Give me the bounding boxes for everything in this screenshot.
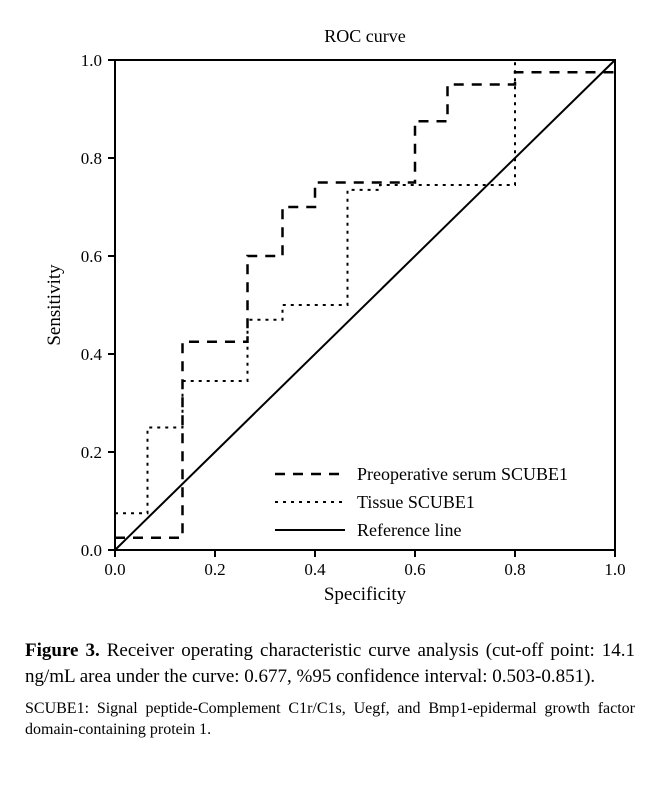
svg-text:0.6: 0.6 [81,247,102,266]
svg-text:0.6: 0.6 [404,560,425,579]
svg-text:Tissue SCUBE1: Tissue SCUBE1 [357,492,475,512]
svg-text:0.4: 0.4 [81,345,103,364]
figure-caption: Figure 3. Receiver operating characteris… [25,638,635,689]
figure-caption-text: Receiver operating characteristic curve … [25,640,635,687]
roc-chart: ROC curve 0.0 0.2 0.4 0.6 0.8 1.0 0.0 0.2 0.4 0.6 0… [25,20,635,620]
figure-footnote: SCUBE1: Signal peptide-Complement C1r/C1… [25,699,635,741]
figure-page: ROC curve 0.0 0.2 0.4 0.6 0.8 1.0 0.0 0.2 0.4 0.6 0… [0,0,660,811]
svg-text:0.0: 0.0 [104,560,125,579]
roc-chart-svg: ROC curve 0.0 0.2 0.4 0.6 0.8 1.0 0.0 0.2 0.4 0.6 0… [25,20,635,620]
svg-text:0.8: 0.8 [81,149,102,168]
svg-text:0.2: 0.2 [204,560,225,579]
svg-text:ROC curve: ROC curve [324,26,405,46]
svg-text:1.0: 1.0 [81,51,102,70]
svg-text:Reference line: Reference line [357,520,461,540]
svg-text:Preoperative serum SCUBE1: Preoperative serum SCUBE1 [357,464,568,484]
figure-label: Figure 3. [25,640,100,661]
svg-text:0.8: 0.8 [504,560,525,579]
svg-text:0.4: 0.4 [304,560,326,579]
svg-text:1.0: 1.0 [604,560,625,579]
svg-text:0.2: 0.2 [81,443,102,462]
svg-text:Sensitivity: Sensitivity [44,264,65,346]
svg-text:Specificity: Specificity [324,584,407,605]
svg-text:0.0: 0.0 [81,541,102,560]
